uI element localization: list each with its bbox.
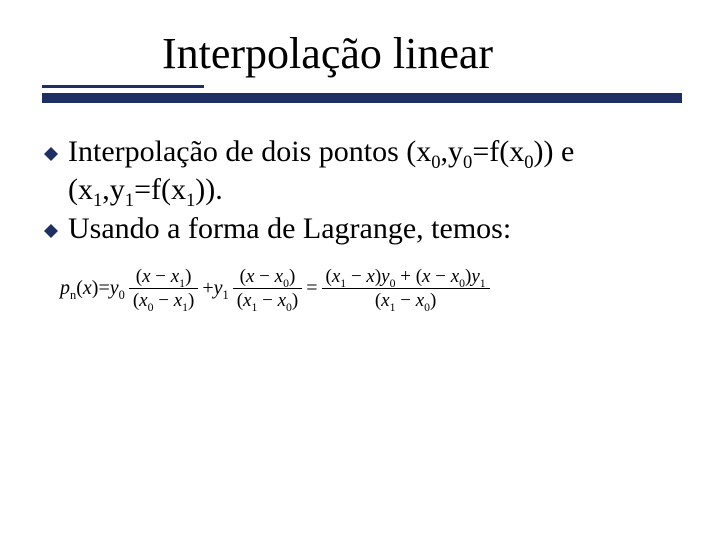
title-wrap: Interpolação linear [162,28,678,79]
slide-title: Interpolação linear [162,28,678,79]
rule-thick [42,93,682,103]
bullet-text-0: Interpolação de dois pontos (x0,y0=f(x0)… [68,133,678,208]
bullet-item: Usando a forma de Lagrange, temos: [42,210,678,248]
bullet-item: Interpolação de dois pontos (x0,y0=f(x0)… [42,133,678,208]
bullet-text-1: Usando a forma de Lagrange, temos: [68,210,511,248]
diamond-icon [44,224,58,238]
title-rule [42,85,678,105]
diamond-icon [44,147,58,161]
bullet-list: Interpolação de dois pontos (x0,y0=f(x0)… [42,133,678,248]
rule-thin [42,85,204,88]
slide: Interpolação linear Interpolação de dois… [0,0,720,540]
lagrange-formula: pn(x) = y0(x − x1)(x0 − x1) + y1(x − x0)… [60,266,678,313]
